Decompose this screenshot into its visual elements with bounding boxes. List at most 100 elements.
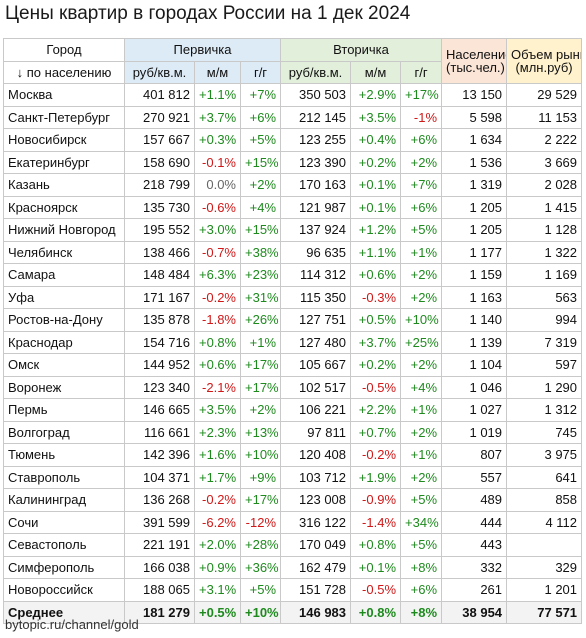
primary-yoy-cell: +5% <box>241 129 281 152</box>
secondary-price-cell: 137 924 <box>281 219 351 242</box>
population-cell: 1 536 <box>442 151 507 174</box>
market-volume-cell: 329 <box>507 556 582 579</box>
city-name-cell: Новороссийск <box>4 579 125 602</box>
secondary-mom-cell: -0.3% <box>351 286 401 309</box>
secondary-yoy-cell: +25% <box>401 331 442 354</box>
secondary-yoy-cell: +2% <box>401 151 442 174</box>
secondary-mom-cell: -1.4% <box>351 511 401 534</box>
table-row: Воронеж 123 340 -2.1% +17% 102 517 -0.5% +4% 1 … <box>4 376 582 399</box>
secondary-mom-cell: +0.6% <box>351 264 401 287</box>
primary-price-cell: 221 191 <box>125 534 195 557</box>
secondary-price-cell: 105 667 <box>281 354 351 377</box>
header-secondary-yoy: г/г <box>401 61 442 84</box>
market-volume-cell: 3 975 <box>507 444 582 467</box>
price-table: Город Первичка Вторичка Население (тыс.ч… <box>3 38 582 624</box>
market-volume-cell: 1 415 <box>507 196 582 219</box>
secondary-mom-cell: +0.2% <box>351 354 401 377</box>
primary-yoy-cell: +9% <box>241 466 281 489</box>
secondary-mom-cell: +0.4% <box>351 129 401 152</box>
primary-mom-cell: +3.1% <box>195 579 241 602</box>
secondary-mom-cell: +1.9% <box>351 466 401 489</box>
table-row: Самара 148 484 +6.3% +23% 114 312 +0.6% +2% 1 1… <box>4 264 582 287</box>
market-volume-cell: 1 169 <box>507 264 582 287</box>
primary-yoy-cell: +7% <box>241 84 281 107</box>
secondary-yoy-cell: -1% <box>401 106 442 129</box>
secondary-mom-cell: +0.5% <box>351 309 401 332</box>
primary-mom-cell: +2.3% <box>195 421 241 444</box>
header-city: Город <box>4 39 125 62</box>
primary-yoy-cell: +10% <box>241 601 281 624</box>
secondary-yoy-cell: +5% <box>401 534 442 557</box>
primary-mom-cell: +0.9% <box>195 556 241 579</box>
market-volume-cell: 3 669 <box>507 151 582 174</box>
secondary-mom-cell: +0.8% <box>351 534 401 557</box>
market-volume-cell: 7 319 <box>507 331 582 354</box>
city-name-cell: Екатеринбург <box>4 151 125 174</box>
city-name-cell: Новосибирск <box>4 129 125 152</box>
primary-mom-cell: -0.7% <box>195 241 241 264</box>
secondary-yoy-cell: +7% <box>401 174 442 197</box>
secondary-mom-cell: -0.2% <box>351 444 401 467</box>
primary-yoy-cell: +36% <box>241 556 281 579</box>
primary-mom-cell: +0.3% <box>195 129 241 152</box>
table-row: Новороссийск 188 065 +3.1% +5% 151 728 -0.5% +… <box>4 579 582 602</box>
population-cell: 1 159 <box>442 264 507 287</box>
primary-yoy-cell: +5% <box>241 579 281 602</box>
secondary-price-cell: 170 163 <box>281 174 351 197</box>
population-cell: 5 598 <box>442 106 507 129</box>
primary-price-cell: 135 730 <box>125 196 195 219</box>
table-row: Москва 401 812 +1.1% +7% 350 503 +2.9% +17% 13 … <box>4 84 582 107</box>
primary-price-cell: 270 921 <box>125 106 195 129</box>
market-volume-cell: 745 <box>507 421 582 444</box>
population-cell: 1 027 <box>442 399 507 422</box>
secondary-mom-cell: +3.5% <box>351 106 401 129</box>
primary-mom-cell: +6.3% <box>195 264 241 287</box>
city-name-cell: Уфа <box>4 286 125 309</box>
population-cell: 38 954 <box>442 601 507 624</box>
secondary-price-cell: 146 983 <box>281 601 351 624</box>
primary-yoy-cell: +15% <box>241 151 281 174</box>
secondary-mom-cell: +1.1% <box>351 241 401 264</box>
primary-mom-cell: -0.6% <box>195 196 241 219</box>
table-row: Нижний Новгород 195 552 +3.0% +15% 137 924 +1… <box>4 219 582 242</box>
primary-yoy-cell: +13% <box>241 421 281 444</box>
secondary-mom-cell: -0.9% <box>351 489 401 512</box>
table-row: Челябинск 138 466 -0.7% +38% 96 635 +1.1% +1% 1… <box>4 241 582 264</box>
city-name-cell: Калининград <box>4 489 125 512</box>
primary-yoy-cell: +17% <box>241 489 281 512</box>
header-city-sort: ↓ по населению <box>4 61 125 84</box>
primary-price-cell: 195 552 <box>125 219 195 242</box>
secondary-price-cell: 123 008 <box>281 489 351 512</box>
primary-price-cell: 116 661 <box>125 421 195 444</box>
secondary-price-cell: 350 503 <box>281 84 351 107</box>
primary-mom-cell: -1.8% <box>195 309 241 332</box>
header-secondary-price: руб/кв.м. <box>281 61 351 84</box>
secondary-price-cell: 103 712 <box>281 466 351 489</box>
primary-price-cell: 171 167 <box>125 286 195 309</box>
city-name-cell: Волгоград <box>4 421 125 444</box>
secondary-yoy-cell: +8% <box>401 556 442 579</box>
population-cell: 1 163 <box>442 286 507 309</box>
header-population: Население (тыс.чел.) <box>442 39 507 84</box>
primary-yoy-cell: +6% <box>241 106 281 129</box>
market-volume-cell: 1 322 <box>507 241 582 264</box>
secondary-yoy-cell: +6% <box>401 196 442 219</box>
primary-price-cell: 138 466 <box>125 241 195 264</box>
population-cell: 1 319 <box>442 174 507 197</box>
primary-yoy-cell: -12% <box>241 511 281 534</box>
market-volume-cell: 563 <box>507 286 582 309</box>
secondary-yoy-cell: +6% <box>401 579 442 602</box>
population-cell: 1 205 <box>442 196 507 219</box>
population-cell: 261 <box>442 579 507 602</box>
market-volume-cell: 11 153 <box>507 106 582 129</box>
city-name-cell: Ставрополь <box>4 466 125 489</box>
secondary-price-cell: 212 145 <box>281 106 351 129</box>
table-row: Казань 218 799 0.0% +2% 170 163 +0.1% +7% 1 319… <box>4 174 582 197</box>
primary-yoy-cell: +28% <box>241 534 281 557</box>
table-row: Севастополь 221 191 +2.0% +28% 170 049 +0.8% +… <box>4 534 582 557</box>
header-primary-yoy: г/г <box>241 61 281 84</box>
primary-yoy-cell: +38% <box>241 241 281 264</box>
city-name-cell: Ростов-на-Дону <box>4 309 125 332</box>
primary-price-cell: 401 812 <box>125 84 195 107</box>
market-volume-cell: 597 <box>507 354 582 377</box>
